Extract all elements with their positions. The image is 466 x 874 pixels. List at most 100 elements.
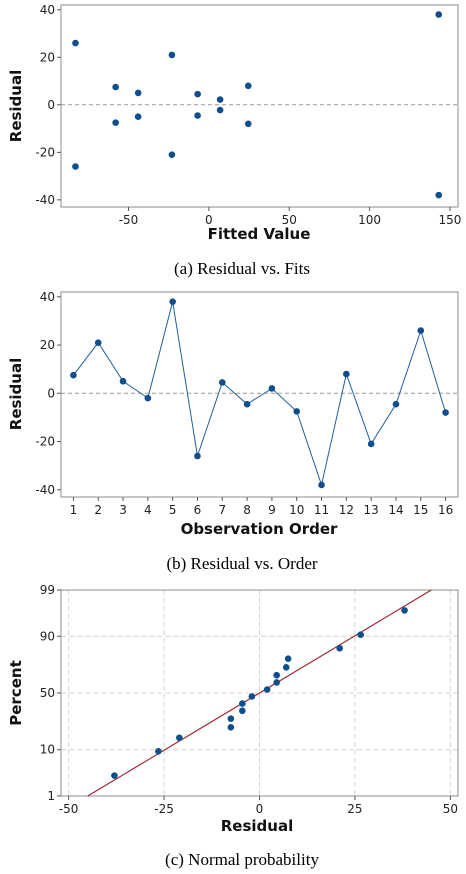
panel-residual-vs-fits: -40 -20 0 20 40 -50 0 50 100 150 Residual Fitted… [7, 3, 461, 278]
y-tick-labels: -40 -20 0 20 40 [35, 290, 61, 497]
data-point [273, 671, 280, 679]
data-point [111, 772, 118, 779]
x-tick-label: 5 [169, 503, 177, 517]
data-point [435, 191, 443, 199]
y-tick-label: 99 [40, 583, 55, 597]
x-tick-label: 3 [119, 503, 127, 517]
y-tick-label: -20 [35, 145, 55, 159]
caption-c: (c) Normal probability [165, 850, 319, 869]
data-point [435, 11, 443, 18]
data-points [72, 11, 443, 199]
data-point [244, 82, 252, 90]
y-tick-label: 0 [47, 386, 55, 400]
x-tick-label: 11 [314, 503, 329, 517]
x-tick-label: 150 [439, 213, 462, 227]
x-tick-labels: -50 -25 0 25 50 [59, 796, 458, 816]
x-tick-labels: 1 2 3 4 5 6 7 8 9 10 11 12 13 14 15 16 [70, 497, 453, 517]
x-tick-label: 0 [205, 213, 213, 227]
x-tick-label: 14 [388, 503, 403, 517]
x-tick-label: 7 [218, 503, 226, 517]
residual-line [73, 301, 447, 487]
x-tick-label: 8 [243, 503, 251, 517]
y-tick-label: 0 [47, 98, 55, 112]
data-points [70, 298, 449, 489]
x-tick-label: 4 [144, 503, 152, 517]
data-point [336, 644, 343, 652]
data-point [94, 339, 102, 346]
data-point [343, 370, 350, 378]
x-axis-label: Fitted Value [208, 225, 311, 243]
data-point [293, 408, 301, 415]
x-tick-label: -50 [119, 213, 139, 227]
data-point [216, 106, 224, 114]
x-tick-label: 16 [438, 503, 453, 517]
data-point [367, 440, 375, 448]
x-tick-label: 9 [268, 503, 276, 517]
data-points [111, 607, 408, 779]
y-tick-labels: -40 -20 0 20 40 [35, 3, 61, 207]
x-tick-labels: -50 0 50 100 150 [119, 207, 462, 227]
data-point [239, 707, 246, 715]
data-point [168, 51, 176, 59]
fit-line [87, 589, 432, 797]
y-tick-label: 20 [40, 50, 55, 64]
data-point [194, 112, 201, 119]
plot-frame [60, 4, 459, 208]
x-tick-label: 50 [282, 213, 297, 227]
x-tick-label: 50 [443, 802, 458, 816]
data-point [248, 693, 256, 700]
data-point [169, 298, 176, 305]
data-point [227, 715, 235, 722]
data-point [268, 385, 276, 392]
x-tick-label: 1 [70, 503, 78, 517]
data-point [194, 90, 201, 98]
data-point [134, 113, 142, 120]
y-tick-label: 1 [47, 789, 55, 803]
plot-frame [60, 291, 459, 498]
x-axis-label: Residual [221, 817, 293, 835]
caption-a: (a) Residual vs. Fits [174, 259, 310, 278]
y-tick-label: -40 [35, 483, 55, 497]
data-point [263, 686, 271, 693]
panel-normal-probability: 1 10 50 90 99 -50 -25 0 25 50 Percent Residual (… [7, 583, 459, 869]
x-tick-label: 6 [194, 503, 202, 517]
data-point [176, 734, 183, 742]
x-tick-label: 10 [289, 503, 304, 517]
data-point [282, 664, 290, 671]
y-tick-label: 10 [40, 743, 55, 757]
data-point [155, 747, 162, 755]
x-tick-label: 0 [256, 802, 264, 816]
data-point [401, 607, 408, 614]
y-tick-label: 20 [40, 338, 55, 352]
y-axis-label: Residual [7, 70, 25, 142]
data-point [72, 39, 79, 47]
data-point [239, 700, 246, 707]
data-point [194, 452, 201, 460]
data-point [244, 120, 252, 128]
data-point [392, 400, 400, 408]
data-point [442, 409, 449, 416]
data-point [144, 394, 152, 402]
y-tick-label: -40 [35, 193, 55, 207]
x-tick-label: 13 [364, 503, 379, 517]
data-point [216, 96, 224, 103]
data-point [417, 327, 425, 334]
data-point [119, 377, 127, 385]
data-point [273, 679, 280, 686]
x-tick-label: 15 [413, 503, 428, 517]
y-tick-label: 50 [40, 686, 55, 700]
data-point [218, 379, 226, 386]
data-point [168, 151, 176, 159]
data-point [318, 481, 325, 489]
data-point [72, 163, 79, 170]
caption-b: (b) Residual vs. Order [166, 554, 317, 573]
x-axis-label: Observation Order [181, 520, 338, 538]
y-tick-labels: 1 10 50 90 99 [40, 583, 61, 803]
x-tick-label: 100 [358, 213, 381, 227]
y-axis-label: Percent [7, 660, 25, 725]
data-point [357, 631, 364, 639]
data-point [70, 371, 77, 379]
x-tick-label: -25 [154, 802, 174, 816]
